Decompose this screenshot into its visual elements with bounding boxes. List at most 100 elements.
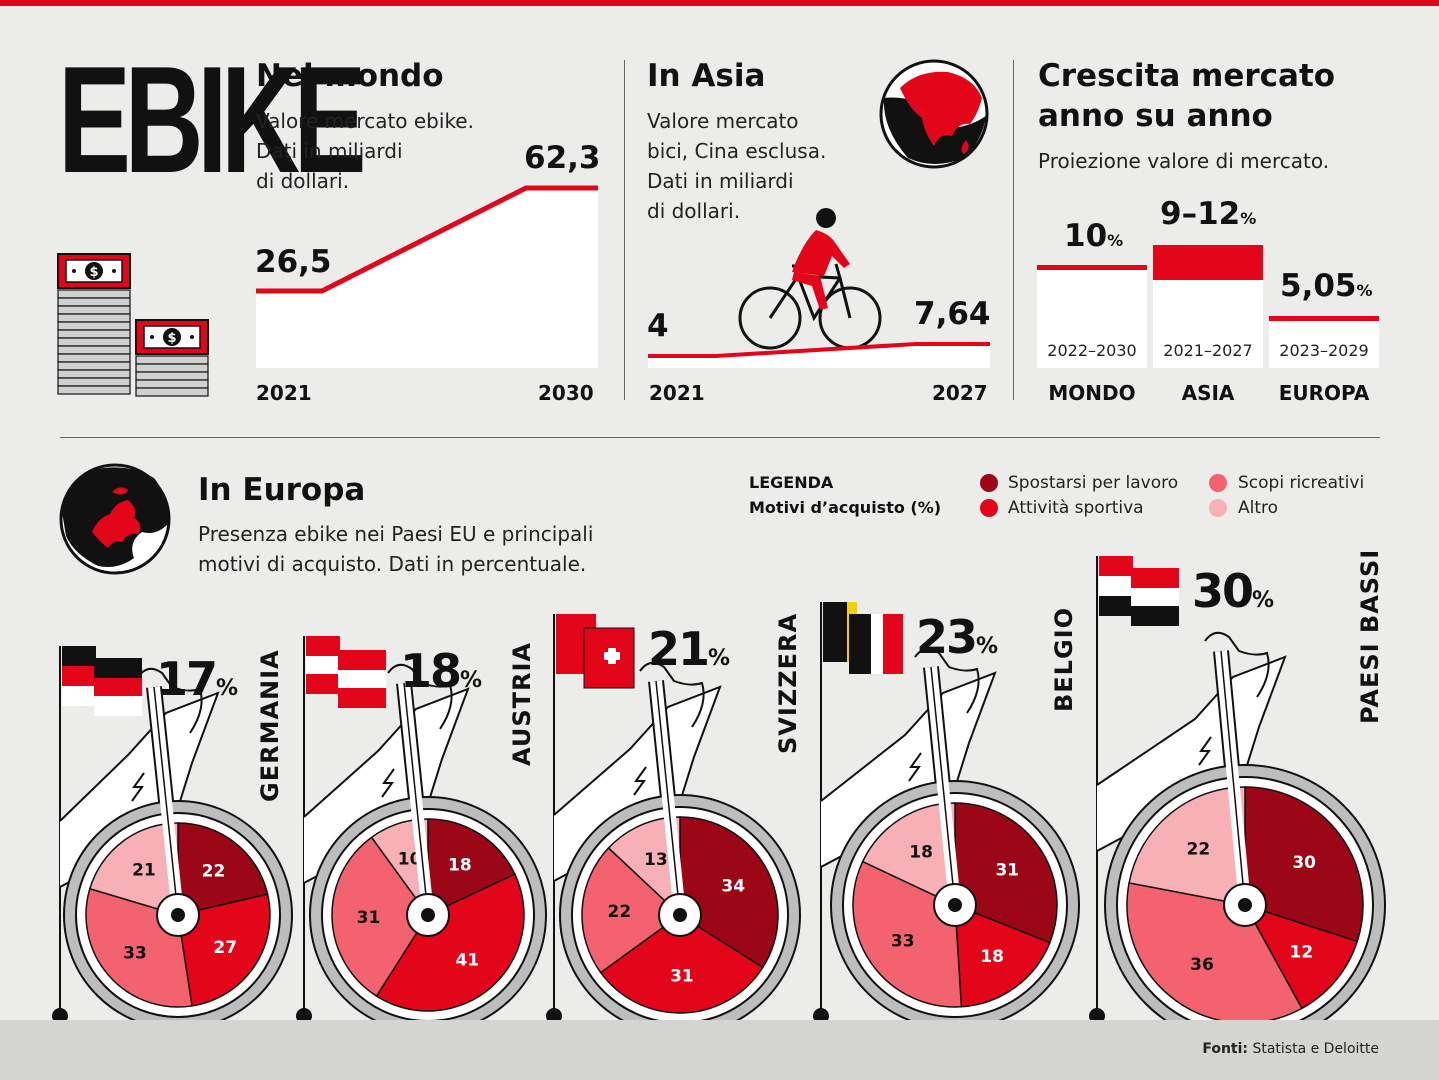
share-svizzera: 21% xyxy=(648,622,731,676)
pie-value-label: 10 xyxy=(398,849,422,869)
asia-area xyxy=(648,344,990,368)
asia-area-chart xyxy=(648,342,990,368)
share-austria: 18% xyxy=(400,644,483,698)
growth-title-2: anno su anno xyxy=(1038,98,1273,134)
fork-edge xyxy=(930,666,956,906)
pie-slice xyxy=(954,802,1058,944)
growth-subtitle: Proiezione valore di mercato. xyxy=(1038,149,1330,173)
pie-value-label: 22 xyxy=(1187,840,1211,860)
growth-value-europa: 5,05% xyxy=(1280,268,1373,304)
pie-value-label: 31 xyxy=(357,908,381,928)
pie-value-label: 22 xyxy=(608,902,632,922)
fork-edge xyxy=(403,682,429,916)
legend-label-sportiva: Attività sportiva xyxy=(1008,498,1144,518)
pie-slice xyxy=(581,846,682,974)
lightning-icon xyxy=(131,772,145,802)
growth-value-mondo: 10% xyxy=(1064,218,1124,254)
nl-flag-icon xyxy=(1099,556,1179,626)
pie-value-label: 18 xyxy=(909,843,933,863)
pie-value-label: 33 xyxy=(123,943,147,963)
growth-region-europa: EUROPA xyxy=(1278,381,1370,405)
pie-slice xyxy=(177,893,271,1007)
top-accent-bar xyxy=(0,0,1439,6)
legend-label-lavoro: Spostarsi per lavoro xyxy=(1008,473,1179,493)
handlebar xyxy=(914,647,980,714)
growth-title-1: Crescita mercato xyxy=(1038,58,1336,94)
country-paesi-bassi: PAESI BASSI xyxy=(1356,548,1384,724)
growth-region-asia: ASIA xyxy=(1181,381,1235,405)
world-start-year: 2021 xyxy=(256,381,312,405)
svg-text:$: $ xyxy=(167,331,176,346)
pie-slice xyxy=(954,903,1051,1008)
hub xyxy=(948,898,962,912)
growth-bar-mondo xyxy=(1037,266,1147,368)
ebike-logo: EBIKE xyxy=(58,35,367,205)
growth-bar-europa xyxy=(1269,316,1379,368)
asia-end-year: 2027 xyxy=(932,381,988,405)
world-subtitle-3: di dollari. xyxy=(256,169,350,193)
growth-value-asia: 9–12% xyxy=(1160,196,1257,232)
at-flag-icon xyxy=(306,636,386,708)
pie-value-label: 12 xyxy=(1290,943,1314,963)
pie-slice xyxy=(375,873,525,1012)
pie-value-label: 36 xyxy=(1190,955,1214,975)
world-end-year: 2030 xyxy=(538,381,594,405)
europe-subtitle-2: motivi di acquisto. Dati in percentuale. xyxy=(198,552,587,576)
pie-value-label: 21 xyxy=(132,860,156,880)
asia-subtitle-2: bici, Cina esclusa. xyxy=(647,139,827,163)
de-flag-icon xyxy=(62,646,142,716)
legend-dot-sportiva xyxy=(980,499,998,517)
share-germania: 17% xyxy=(156,652,239,706)
fork-edge xyxy=(655,680,681,916)
growth-period-europa: 2023–2029 xyxy=(1279,341,1369,360)
legend-subtitle: Motivi d’acquisto (%) xyxy=(749,498,942,517)
world-area-chart xyxy=(256,185,598,368)
asia-globe-icon xyxy=(879,59,989,169)
hub xyxy=(171,908,185,922)
fork-edge xyxy=(1220,650,1246,906)
growth-period-asia: 2021–2027 xyxy=(1163,341,1253,360)
country-svizzera: SVIZZERA xyxy=(774,612,802,754)
pie-value-label: 33 xyxy=(891,932,915,952)
legend-title: LEGENDA xyxy=(749,473,834,492)
pie-value-label: 22 xyxy=(202,861,226,881)
pie-slice xyxy=(599,914,764,1014)
growth-bar-asia-range xyxy=(1153,245,1263,280)
asia-line xyxy=(648,342,990,358)
country-germania: GERMANIA xyxy=(256,649,284,802)
handlebar xyxy=(1204,631,1270,698)
divider-2 xyxy=(1013,60,1014,400)
share-belgio: 23% xyxy=(916,610,999,664)
fork-edge xyxy=(153,686,179,916)
handlebar xyxy=(639,661,705,728)
pie-value-label: 31 xyxy=(670,967,694,987)
world-line xyxy=(256,185,598,294)
pie-slice xyxy=(177,822,269,916)
country-belgio: BELGIO xyxy=(1050,606,1078,712)
world-area xyxy=(256,188,598,368)
asia-start-year: 2021 xyxy=(649,381,705,405)
legend-label-ricreativi: Scopi ricreativi xyxy=(1238,473,1365,493)
be-flag-icon xyxy=(823,602,903,674)
legend-dot-ricreativi xyxy=(1209,474,1227,492)
share-paesi-bassi: 30% xyxy=(1192,564,1275,618)
growth-period-mondo: 2022–2030 xyxy=(1047,341,1137,360)
footer-band xyxy=(0,1020,1439,1080)
pie-value-label: 27 xyxy=(213,938,237,958)
pie-slice xyxy=(607,816,681,917)
hub xyxy=(421,908,435,922)
pie-value-label: 18 xyxy=(448,856,472,876)
hub xyxy=(673,908,687,922)
asia-title: In Asia xyxy=(647,58,766,94)
asia-start-value: 4 xyxy=(647,308,669,344)
europe-globe-icon xyxy=(59,463,171,575)
pie-slice xyxy=(370,818,429,918)
growth-region-mondo: MONDO xyxy=(1048,381,1136,405)
pie-value-label: 34 xyxy=(721,877,745,897)
pie-slice xyxy=(1243,903,1359,1010)
europe-subtitle-1: Presenza ebike nei Paesi EU e principali xyxy=(198,522,594,546)
lightning-icon xyxy=(633,766,647,796)
world-end-value: 62,3 xyxy=(524,140,601,176)
source-note: Fonti: Statista e Deloitte xyxy=(1202,1041,1379,1057)
